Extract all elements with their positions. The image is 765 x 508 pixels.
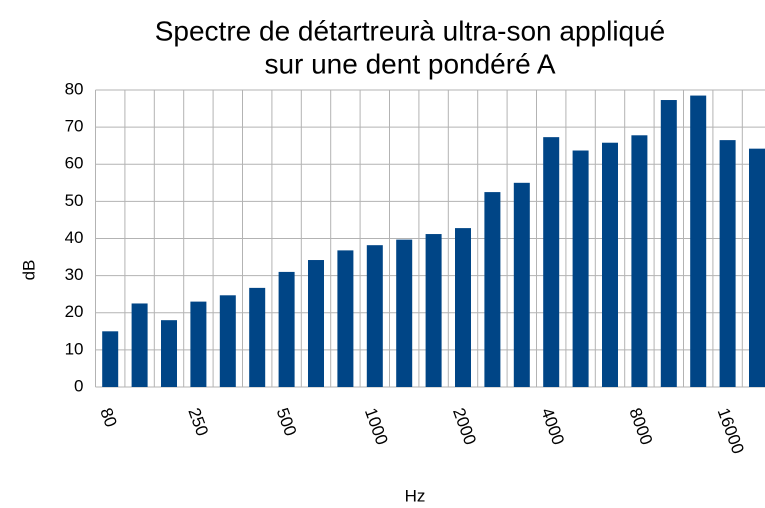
x-tick-label: 2000	[449, 405, 480, 447]
bar	[455, 228, 471, 387]
bar	[690, 95, 707, 387]
bar	[513, 182, 530, 387]
x-tick-label: 80	[96, 405, 120, 429]
bar	[366, 245, 383, 387]
bar	[102, 331, 119, 387]
bar	[278, 271, 295, 387]
bar	[660, 100, 677, 388]
x-tick-label: 4000	[537, 405, 568, 447]
x-axis-label: Hz	[405, 486, 426, 505]
y-axis-label: dB	[19, 260, 38, 281]
bar	[572, 150, 589, 387]
bar	[425, 234, 442, 387]
bar	[308, 260, 324, 387]
y-tick-label: 50	[65, 191, 84, 210]
bar	[190, 301, 207, 387]
x-tick-label: 250	[184, 405, 212, 438]
bar	[749, 148, 765, 387]
bar	[337, 250, 354, 387]
y-tick-label: 40	[65, 228, 84, 247]
x-tick-label: 1000	[361, 405, 392, 447]
y-tick-label: 70	[65, 117, 84, 136]
x-tick-label: 500	[273, 405, 301, 438]
bar	[161, 320, 177, 387]
y-tick-label: 30	[65, 265, 84, 284]
bar	[602, 142, 618, 387]
x-tick-label: 8000	[625, 405, 656, 447]
bar	[219, 295, 236, 387]
y-tick-label: 0	[74, 376, 83, 395]
y-tick-label: 60	[65, 154, 84, 173]
bar	[249, 287, 266, 387]
y-tick-label: 80	[65, 79, 84, 98]
bar	[131, 303, 148, 387]
y-tick-label: 10	[65, 339, 84, 358]
bar	[631, 135, 648, 387]
bar	[719, 140, 736, 387]
bar	[396, 239, 413, 387]
bar	[484, 192, 501, 387]
chart-title: sur une dent pondéré A	[264, 48, 555, 79]
y-tick-label: 20	[65, 302, 84, 321]
x-tick-label: 16000	[714, 405, 748, 456]
bar	[543, 137, 560, 387]
chart-title: Spectre de détartreurà ultra-son appliqu…	[155, 15, 666, 46]
